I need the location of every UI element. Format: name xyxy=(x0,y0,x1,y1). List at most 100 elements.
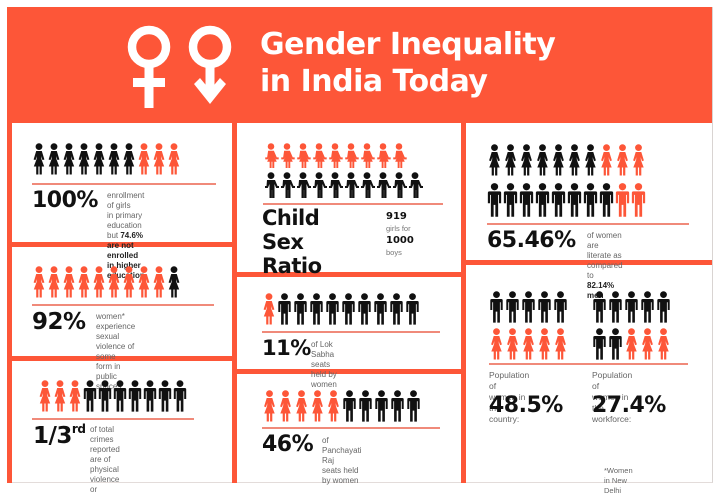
workforce-label: Population of women in the workforce: xyxy=(592,370,633,424)
man-icon xyxy=(631,182,646,218)
divider xyxy=(7,242,237,247)
boy-icon xyxy=(407,172,423,198)
man-icon xyxy=(406,390,421,422)
woman-icon xyxy=(152,143,166,175)
man-icon xyxy=(293,293,308,325)
ratio-detail: 919 girls for 1000 boys xyxy=(386,211,414,257)
man-icon xyxy=(624,291,639,323)
woman-icon xyxy=(32,143,46,175)
man-icon xyxy=(83,380,97,412)
man-icon xyxy=(615,182,630,218)
woman-icon xyxy=(599,144,614,176)
man-icon xyxy=(341,293,356,325)
woman-icon xyxy=(92,266,106,298)
panchayati-stat: 46% xyxy=(262,432,314,457)
man-icon xyxy=(373,293,388,325)
woman-icon xyxy=(567,144,582,176)
woman-icon xyxy=(122,143,136,175)
man-icon xyxy=(535,182,550,218)
boy-icon xyxy=(295,172,311,198)
woman-icon xyxy=(521,328,536,360)
divider xyxy=(461,260,712,265)
man-icon xyxy=(143,380,157,412)
rule xyxy=(489,363,688,365)
woman-icon xyxy=(47,143,61,175)
literacy-stat: 65.46% xyxy=(487,228,576,253)
man-icon xyxy=(487,182,502,218)
woman-icon xyxy=(631,144,646,176)
country-men-row xyxy=(489,291,568,323)
man-icon xyxy=(374,390,389,422)
man-icon xyxy=(113,380,127,412)
woman-icon xyxy=(519,144,534,176)
rule xyxy=(32,304,214,306)
literacy-women-row xyxy=(487,144,646,176)
rule xyxy=(262,331,440,333)
boy-icon xyxy=(375,172,391,198)
divider xyxy=(232,118,237,483)
woman-icon xyxy=(551,144,566,176)
infographic-frame xyxy=(7,7,713,483)
boy-icon xyxy=(327,172,343,198)
title-line-2: in India Today xyxy=(260,64,488,99)
woman-icon xyxy=(615,144,630,176)
girl-icon xyxy=(295,143,311,168)
title-line-1: Gender Inequality xyxy=(260,27,556,62)
girls-icon-row xyxy=(263,143,407,168)
child-sex-ratio-title: Child Sex Ratio xyxy=(262,206,322,278)
gender-symbols-icon xyxy=(127,25,232,108)
footnote: *Women in New Delhi xyxy=(604,466,633,494)
lok-sabha-icon-row xyxy=(262,293,420,325)
man-icon xyxy=(390,390,405,422)
man-icon xyxy=(656,291,671,323)
woman-icon xyxy=(553,328,568,360)
rule xyxy=(262,427,440,429)
man-icon xyxy=(277,293,292,325)
man-icon xyxy=(551,182,566,218)
violence-text: women* experience sexual violence of som… xyxy=(96,312,136,391)
girl-icon xyxy=(279,143,295,168)
divider xyxy=(7,356,237,361)
woman-icon xyxy=(503,144,518,176)
woman-icon xyxy=(32,266,46,298)
boy-icon xyxy=(343,172,359,198)
divider xyxy=(232,272,466,277)
woman-icon xyxy=(38,380,52,412)
rule xyxy=(32,418,194,420)
woman-icon xyxy=(326,390,341,422)
woman-icon xyxy=(262,390,277,422)
header-banner: Gender Inequality in India Today xyxy=(7,7,712,123)
workforce-mixed-row xyxy=(592,328,671,360)
divider xyxy=(7,118,12,483)
country-label: Population of women in the country: xyxy=(489,370,530,424)
violence-stat: 92% xyxy=(32,309,86,335)
boy-icon xyxy=(263,172,279,198)
girl-icon xyxy=(375,143,391,168)
man-icon xyxy=(489,291,504,323)
violence-icon-row xyxy=(32,266,181,298)
man-icon xyxy=(128,380,142,412)
woman-icon xyxy=(278,390,293,422)
woman-icon xyxy=(77,143,91,175)
country-stat: 48.5% xyxy=(489,393,563,418)
woman-icon xyxy=(310,390,325,422)
woman-icon xyxy=(262,293,276,325)
woman-icon xyxy=(537,328,552,360)
woman-icon xyxy=(489,328,504,360)
man-icon xyxy=(357,293,372,325)
woman-icon xyxy=(624,328,639,360)
woman-icon xyxy=(487,144,502,176)
woman-icon xyxy=(640,328,655,360)
woman-icon xyxy=(505,328,520,360)
crimes-stat: 1/3rd xyxy=(33,422,86,449)
man-icon xyxy=(358,390,373,422)
girl-icon xyxy=(359,143,375,168)
boy-icon xyxy=(391,172,407,198)
man-icon xyxy=(405,293,420,325)
divider xyxy=(232,369,466,374)
literacy-men-row xyxy=(487,182,646,218)
man-icon xyxy=(309,293,324,325)
literacy-text: of women are literate as compared to 82.… xyxy=(587,231,623,300)
girl-icon xyxy=(311,143,327,168)
girl-icon xyxy=(343,143,359,168)
